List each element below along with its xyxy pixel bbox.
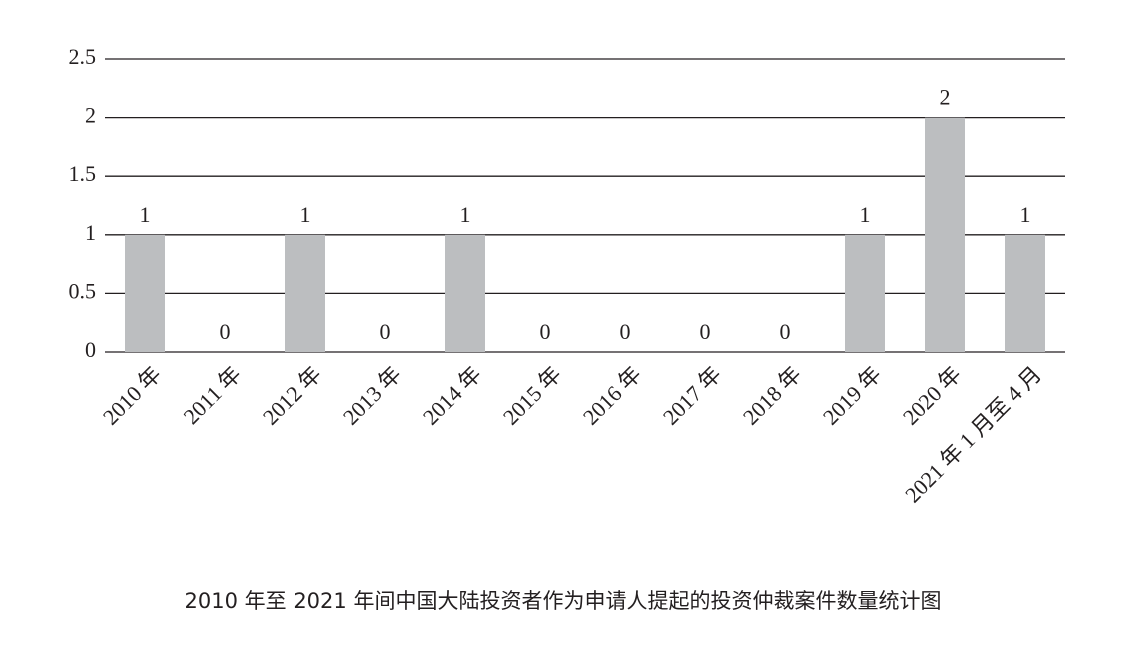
bar (1005, 234, 1045, 352)
x-tick-label: 2020 年 (898, 361, 966, 429)
x-tick-label: 2012 年 (258, 361, 326, 429)
y-tick-label: 2 (85, 103, 96, 128)
bar (445, 234, 485, 352)
data-label: 1 (460, 202, 471, 227)
x-tick-label: 2015 年 (498, 361, 566, 429)
data-label: 1 (860, 202, 871, 227)
data-label: 0 (540, 319, 551, 344)
data-label: 0 (780, 319, 791, 344)
data-label: 0 (700, 319, 711, 344)
y-tick-label: 0 (85, 337, 96, 362)
y-tick-label: 0.5 (69, 278, 97, 303)
y-tick-label: 1.5 (69, 161, 97, 186)
data-label: 1 (1020, 202, 1031, 227)
bar (285, 234, 325, 352)
bar (125, 234, 165, 352)
data-label: 2 (940, 85, 951, 110)
x-tick-label: 2010 年 (98, 361, 166, 429)
data-label: 0 (380, 319, 391, 344)
data-label: 1 (300, 202, 311, 227)
x-tick-label: 2013 年 (338, 361, 406, 429)
x-tick-label: 2016 年 (578, 361, 646, 429)
x-tick-label: 2018 年 (738, 361, 806, 429)
x-tick-label: 2017 年 (658, 361, 726, 429)
x-tick-label: 2014 年 (418, 361, 486, 429)
x-tick-label: 2019 年 (818, 361, 886, 429)
data-label: 0 (220, 319, 231, 344)
data-label: 1 (140, 202, 151, 227)
bar (845, 234, 885, 352)
x-tick-label: 2011 年 (178, 361, 246, 429)
chart-title: 2010 年至 2021 年间中国大陆投资者作为申请人提起的投资仲裁案件数量统计… (185, 589, 942, 613)
y-tick-label: 2.5 (69, 44, 97, 69)
data-label: 0 (620, 319, 631, 344)
y-tick-label: 1 (85, 220, 96, 245)
bar (925, 117, 965, 352)
x-tick-label: 2021 年 1 月至 4 月 (900, 361, 1046, 507)
